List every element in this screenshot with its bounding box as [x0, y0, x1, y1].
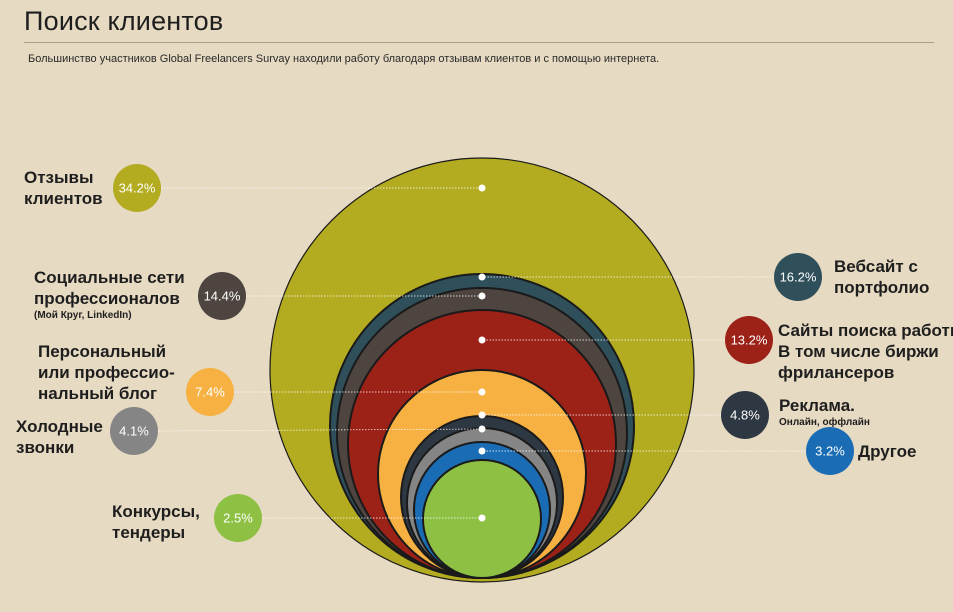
value-badge-social	[198, 272, 246, 320]
anchor-dot-cold	[478, 425, 486, 433]
category-label-line: Холодные	[16, 417, 103, 436]
category-label-line: В том числе биржи	[778, 342, 939, 361]
category-label-line: тендеры	[112, 523, 186, 542]
value-badge-reviews	[113, 164, 161, 212]
category-note-social: (Мой Круг, LinkedIn)	[34, 310, 132, 321]
page-title: Поиск клиентов	[24, 6, 224, 36]
anchor-dot-reviews	[478, 184, 486, 192]
value-badge-other	[806, 427, 854, 475]
value-label-blog: 7.4%	[195, 385, 225, 400]
category-label-line: Реклама.	[779, 396, 855, 415]
value-label-social: 14.4%	[204, 289, 241, 304]
category-label-blog: Персональный или профессио-нальный блог	[38, 341, 175, 404]
value-badge-ads	[721, 391, 769, 439]
category-label-line: Другое	[858, 442, 917, 461]
category-note-ads: Онлайн, оффлайн	[779, 417, 870, 428]
anchor-dot-ads	[478, 411, 486, 419]
anchor-dot-contests	[478, 514, 486, 522]
value-badge-blog	[186, 368, 234, 416]
anchor-dot-jobsites	[478, 336, 486, 344]
category-label-cold: Холодные звонки	[16, 416, 103, 458]
category-label-jobsites: Сайты поиска работы В том числе биржи фрил…	[778, 320, 953, 383]
leader-line-cold	[157, 428, 483, 432]
category-label-social: Социальные сети профессионалов (Мой Круг, …	[34, 267, 185, 322]
category-label-reviews: Отзывы клиентов	[24, 167, 103, 209]
anchor-dot-blog	[478, 388, 486, 396]
category-label-line: или профессио-	[38, 363, 175, 382]
anchor-dot-social	[478, 292, 486, 300]
category-label-line: портфолио	[834, 278, 930, 297]
value-badge-portfolio	[774, 253, 822, 301]
category-label-line: фрилансеров	[778, 363, 895, 382]
value-label-portfolio: 16.2%	[780, 270, 817, 285]
value-badge-cold	[110, 407, 158, 455]
category-label-line: Конкурсы,	[112, 502, 200, 521]
anchor-dot-portfolio	[478, 273, 486, 281]
anchor-dot-other	[478, 447, 486, 455]
category-label-line: Вебсайт с	[834, 257, 918, 276]
value-label-jobsites: 13.2%	[731, 333, 768, 348]
value-label-cold: 4.1%	[119, 424, 149, 439]
value-badge-contests	[214, 494, 262, 542]
category-label-portfolio: Вебсайт с портфолио	[834, 256, 929, 298]
category-label-line: Отзывы	[24, 168, 94, 187]
page-subtitle: Большинство участников Global Freelancer…	[28, 53, 660, 65]
category-label-line: Персональный	[38, 342, 167, 361]
value-label-reviews: 34.2%	[119, 181, 156, 196]
value-label-contests: 2.5%	[223, 511, 253, 526]
category-label-other: Другое	[858, 441, 916, 462]
title-divider	[24, 42, 934, 43]
category-label-line: Сайты поиска работы	[778, 321, 953, 340]
value-badge-jobsites	[725, 316, 773, 364]
category-label-ads: Реклама. Онлайн, оффлайн	[779, 395, 870, 429]
category-label-line: нальный блог	[38, 384, 158, 403]
category-label-line: звонки	[16, 438, 75, 457]
value-label-ads: 4.8%	[730, 408, 760, 423]
category-label-contests: Конкурсы, тендеры	[112, 501, 200, 543]
category-label-line: Социальные сети	[34, 268, 185, 287]
category-label-line: клиентов	[24, 189, 103, 208]
value-label-other: 3.2%	[815, 444, 845, 459]
category-label-line: профессионалов	[34, 289, 180, 308]
